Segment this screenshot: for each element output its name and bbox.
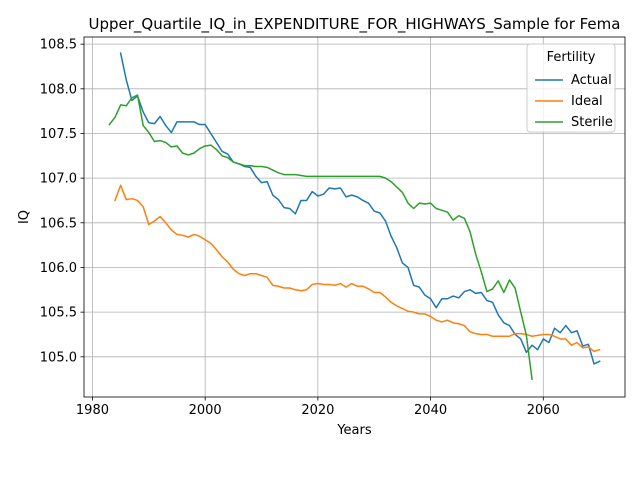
legend-entries: Actual Ideal Sterile	[535, 73, 613, 130]
y-tick-label: 108.0	[40, 82, 77, 97]
y-tick-label: 105.0	[40, 350, 77, 365]
y-tick-label: 106.5	[40, 216, 77, 231]
x-tick-label: 2040	[414, 403, 447, 418]
y-tick-label: 107.5	[40, 127, 77, 142]
series-lines	[108, 52, 601, 380]
y-tick-label: 108.5	[40, 38, 77, 53]
legend-label: Sterile	[571, 115, 613, 130]
series-line-sterile	[108, 94, 533, 380]
legend-label: Actual	[571, 73, 612, 88]
chart-title: Upper_Quartile_IQ_in_EXPENDITURE_FOR_HIG…	[89, 15, 621, 34]
x-tick-label: 2020	[301, 403, 334, 418]
legend-entry: Sterile	[535, 115, 613, 130]
legend-entry: Ideal	[535, 94, 603, 109]
x-tick-label: 1980	[76, 403, 109, 418]
y-axis-ticks: 105.0 105.5 106.0 106.5 107.0 107.5 108.0 108.5	[40, 38, 84, 365]
legend-label: Ideal	[571, 94, 603, 109]
y-axis-label: IQ	[17, 210, 32, 224]
series-line-actual	[119, 52, 601, 365]
y-tick-label: 106.0	[40, 261, 77, 276]
x-axis-ticks: 1980 2000 2020 2040 2060	[76, 397, 560, 418]
y-tick-label: 105.5	[40, 306, 77, 321]
legend-entry: Actual	[535, 73, 612, 88]
legend-box	[526, 43, 616, 133]
x-tick-label: 2000	[189, 403, 222, 418]
x-tick-label: 2060	[527, 403, 560, 418]
legend: Fertility Actual Ideal Sterile	[526, 43, 616, 133]
x-axis-label: Years	[336, 423, 372, 438]
y-tick-label: 107.0	[40, 172, 77, 187]
legend-title: Fertility	[547, 50, 596, 65]
series-line-ideal	[114, 184, 601, 353]
plot-frame	[83, 36, 626, 398]
